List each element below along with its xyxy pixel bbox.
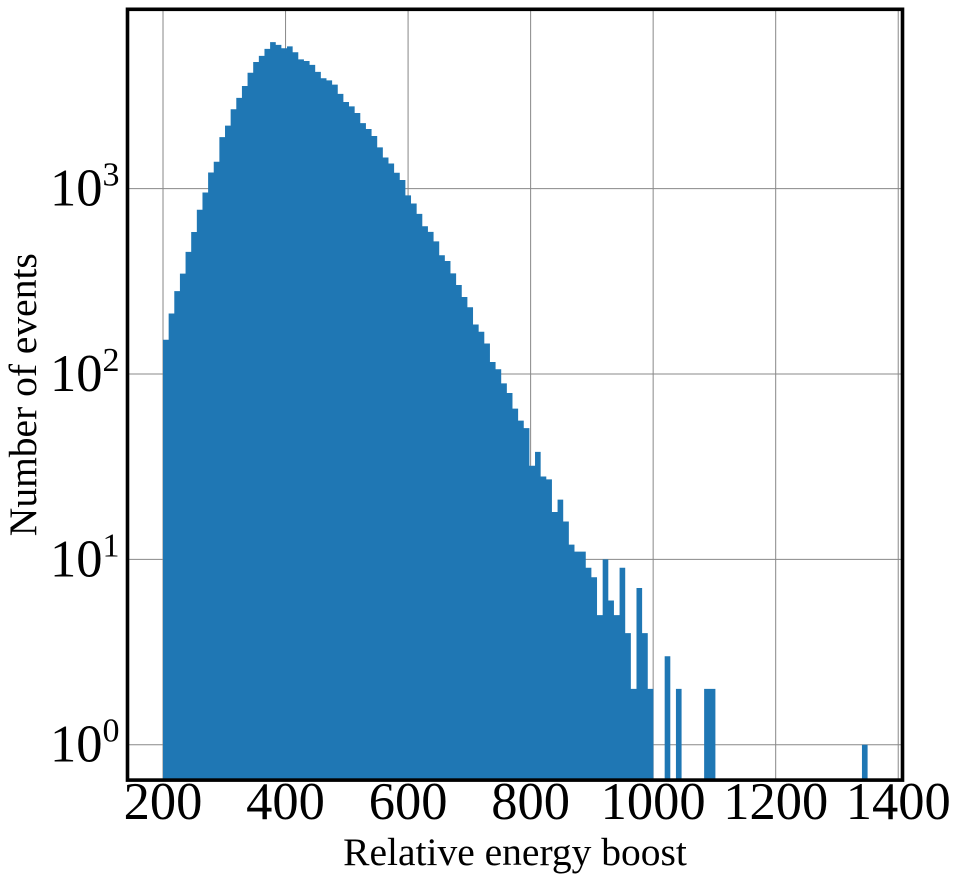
- svg-text:1200: 1200: [723, 773, 828, 831]
- svg-text:400: 400: [246, 773, 325, 831]
- svg-text:1400: 1400: [846, 773, 951, 831]
- svg-text:200: 200: [124, 773, 203, 831]
- svg-text:1000: 1000: [601, 773, 706, 831]
- svg-text:800: 800: [491, 773, 570, 831]
- svg-text:Number of events: Number of events: [1, 253, 45, 536]
- svg-text:Relative energy boost: Relative energy boost: [343, 830, 687, 874]
- svg-text:600: 600: [369, 773, 448, 831]
